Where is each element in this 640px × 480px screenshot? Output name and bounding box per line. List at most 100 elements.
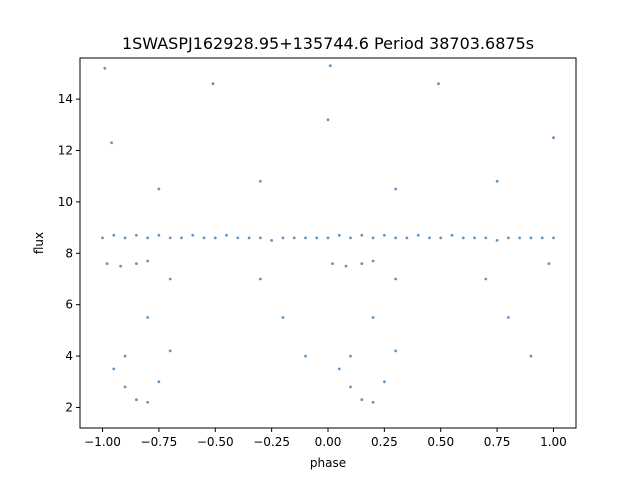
data-point bbox=[304, 354, 307, 358]
x-tick-label: 0.50 bbox=[427, 435, 454, 449]
data-point bbox=[259, 179, 262, 183]
y-axis-ticks: 2 4 6 8 10 12 14 bbox=[58, 92, 80, 414]
data-point bbox=[349, 385, 352, 389]
data-point bbox=[168, 349, 172, 353]
data-point bbox=[529, 354, 533, 358]
data-point bbox=[105, 262, 109, 265]
data-point bbox=[394, 349, 397, 353]
x-tick-label: −1.00 bbox=[84, 435, 121, 449]
data-point bbox=[428, 236, 431, 240]
data-point bbox=[484, 277, 488, 281]
x-tick-label: 0.75 bbox=[484, 435, 511, 449]
data-point bbox=[473, 236, 476, 240]
data-point bbox=[247, 236, 251, 240]
data-point bbox=[349, 236, 352, 240]
data-point bbox=[439, 236, 443, 240]
y-tick-label: 4 bbox=[65, 349, 73, 363]
x-tick-label: −0.75 bbox=[141, 435, 178, 449]
data-point bbox=[383, 233, 386, 237]
y-tick-label: 8 bbox=[65, 246, 73, 260]
data-point bbox=[495, 179, 499, 183]
data-point bbox=[394, 277, 397, 281]
data-point bbox=[394, 187, 397, 191]
data-point bbox=[112, 233, 116, 237]
x-axis-label: phase bbox=[310, 456, 346, 470]
y-tick-label: 14 bbox=[58, 92, 73, 106]
data-point bbox=[191, 233, 195, 237]
y-tick-label: 2 bbox=[65, 400, 73, 414]
x-tick-label: 1.00 bbox=[540, 435, 567, 449]
data-point bbox=[326, 236, 330, 240]
data-points bbox=[101, 64, 555, 404]
data-point bbox=[112, 367, 116, 371]
y-tick-label: 12 bbox=[58, 144, 73, 158]
data-point bbox=[146, 259, 150, 263]
x-tick-label: 0.00 bbox=[315, 435, 342, 449]
y-tick-label: 10 bbox=[58, 195, 73, 209]
data-point bbox=[371, 400, 375, 404]
data-point bbox=[202, 236, 206, 240]
x-tick-label: −0.50 bbox=[197, 435, 234, 449]
data-point bbox=[360, 233, 364, 237]
data-point bbox=[270, 239, 273, 242]
y-tick-label: 6 bbox=[65, 298, 73, 312]
data-point bbox=[360, 262, 364, 265]
data-point bbox=[236, 236, 240, 240]
data-point bbox=[281, 236, 285, 240]
data-point bbox=[495, 239, 499, 242]
data-point bbox=[168, 236, 172, 240]
data-point bbox=[371, 316, 375, 319]
data-point bbox=[225, 233, 228, 237]
data-point bbox=[259, 277, 262, 281]
data-point bbox=[552, 236, 555, 240]
data-point bbox=[146, 236, 150, 240]
data-point bbox=[123, 354, 127, 358]
x-axis-ticks: −1.00 −0.75 −0.50 −0.25 0.00 0.25 0.50 0.75 1.00 bbox=[84, 428, 567, 449]
data-point bbox=[281, 316, 285, 319]
data-point bbox=[146, 316, 150, 319]
data-point bbox=[331, 262, 334, 265]
data-point bbox=[337, 233, 341, 237]
data-point bbox=[123, 236, 127, 240]
data-point bbox=[259, 236, 262, 240]
chart-title: 1SWASPJ162928.95+135744.6 Period 38703.6… bbox=[122, 34, 534, 53]
data-point bbox=[157, 380, 161, 384]
data-point bbox=[328, 64, 332, 68]
data-point bbox=[383, 380, 386, 384]
data-point bbox=[180, 236, 183, 240]
data-point bbox=[416, 233, 420, 237]
data-point bbox=[123, 385, 127, 389]
data-point bbox=[507, 236, 510, 240]
data-point bbox=[437, 82, 440, 86]
data-point bbox=[146, 400, 150, 404]
data-point bbox=[213, 236, 217, 240]
data-point bbox=[315, 236, 319, 240]
data-point bbox=[461, 236, 465, 240]
data-point bbox=[360, 398, 364, 402]
data-point bbox=[157, 187, 161, 191]
x-tick-label: 0.25 bbox=[371, 435, 398, 449]
data-point bbox=[529, 236, 533, 240]
data-point bbox=[110, 141, 113, 145]
data-point bbox=[507, 316, 510, 319]
data-point bbox=[292, 236, 296, 240]
x-tick-label: −0.25 bbox=[253, 435, 290, 449]
data-point bbox=[157, 233, 161, 237]
data-point bbox=[101, 236, 104, 240]
data-point bbox=[326, 118, 330, 122]
data-point bbox=[304, 236, 307, 240]
data-point bbox=[211, 82, 215, 86]
data-point bbox=[103, 66, 107, 70]
data-point bbox=[552, 136, 555, 140]
data-point bbox=[484, 236, 488, 240]
data-point bbox=[405, 236, 409, 240]
data-point bbox=[119, 264, 122, 268]
data-point bbox=[135, 398, 138, 402]
data-point bbox=[337, 367, 341, 371]
data-point bbox=[168, 277, 172, 281]
data-point bbox=[349, 354, 352, 358]
y-axis-label: flux bbox=[32, 232, 46, 254]
data-point bbox=[371, 259, 375, 263]
data-point bbox=[371, 236, 375, 240]
